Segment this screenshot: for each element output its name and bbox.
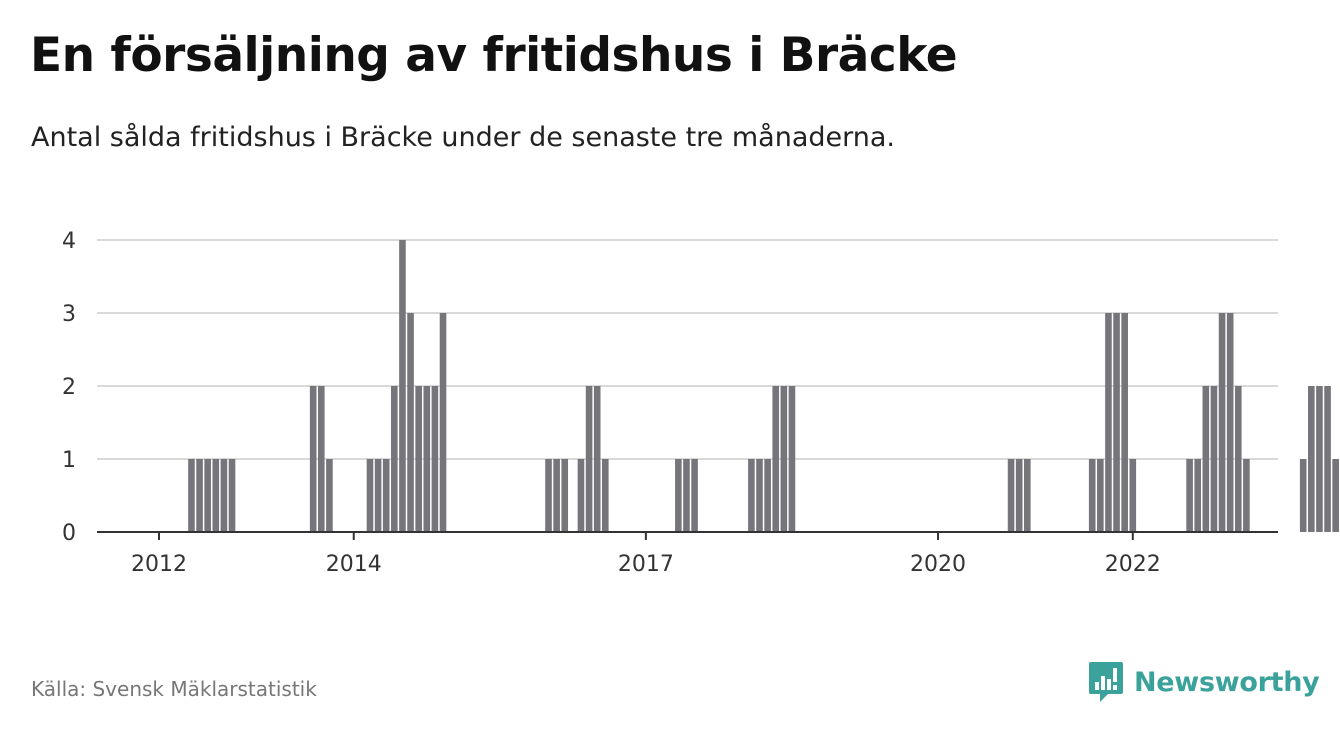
bar (309, 386, 317, 532)
bar (228, 459, 236, 532)
bar (683, 459, 690, 532)
bar (561, 459, 569, 532)
bar (577, 459, 585, 532)
x-tick-label: 2012 (131, 552, 187, 577)
chart-title: En försäljning av fritidshus i Bräcke (30, 28, 958, 83)
bar (585, 386, 593, 532)
source-note: Källa: Svensk Mäklarstatistik (31, 677, 317, 701)
gridlines (97, 239, 1278, 460)
bar (788, 386, 796, 532)
bar (1113, 313, 1120, 532)
bar (1129, 459, 1137, 532)
bar (1105, 313, 1112, 532)
x-tick-label: 2020 (910, 552, 966, 577)
x-tick-label: 2017 (618, 552, 674, 577)
bar (1194, 459, 1202, 532)
bar (407, 313, 414, 532)
bar (772, 386, 780, 532)
bar (1088, 459, 1096, 532)
bar (382, 459, 390, 532)
bar (188, 459, 195, 532)
bar (602, 459, 609, 532)
bar (593, 386, 601, 532)
bar (1186, 459, 1193, 532)
bar (553, 459, 560, 532)
y-tick-label: 4 (62, 229, 76, 254)
bar-chart-speech-bubble-icon (1089, 662, 1123, 702)
bar (1316, 386, 1323, 532)
bar (675, 459, 682, 532)
y-tick-label: 3 (62, 302, 76, 327)
bar (748, 459, 755, 532)
bar (1234, 386, 1242, 532)
bar (431, 386, 439, 532)
bar (1024, 459, 1031, 532)
bar (1299, 459, 1307, 532)
bar (1097, 459, 1104, 532)
x-axis-ticks: 2012 2014 2017 2020 2022 (131, 532, 1161, 577)
bar (317, 386, 325, 532)
bar (415, 386, 422, 532)
bar (1243, 459, 1250, 532)
bar (1121, 313, 1128, 532)
bar (423, 386, 431, 532)
bar (756, 459, 763, 532)
brand-name: Newsworthy (1134, 666, 1320, 698)
bar (1202, 386, 1210, 532)
bar (1324, 386, 1331, 532)
bar (391, 386, 398, 532)
y-tick-label: 2 (62, 375, 76, 400)
bar (1210, 386, 1218, 532)
bar (1007, 459, 1015, 532)
bar (204, 459, 211, 532)
bar (439, 313, 447, 532)
bar (1015, 459, 1023, 532)
y-tick-label: 1 (62, 448, 76, 473)
bar (326, 459, 333, 532)
bar (220, 459, 228, 532)
bar (780, 386, 788, 532)
y-axis-labels: 0 1 2 3 4 (62, 229, 76, 546)
bar (1226, 313, 1234, 532)
bar (366, 459, 374, 532)
bar (691, 459, 698, 532)
bar (764, 459, 771, 532)
chart-subtitle: Antal sålda fritidshus i Bräcke under de… (31, 122, 895, 153)
y-tick-label: 0 (62, 521, 76, 546)
bar (1332, 459, 1339, 532)
bar (399, 240, 406, 532)
bars (188, 240, 1339, 532)
bar (196, 459, 203, 532)
bar (1308, 386, 1315, 532)
x-tick-label: 2014 (326, 552, 382, 577)
brand-logo[interactable]: Newsworthy (1088, 660, 1320, 704)
bar (212, 459, 220, 532)
bar (374, 459, 382, 532)
bar (545, 459, 552, 532)
bar (1218, 313, 1226, 532)
x-tick-label: 2022 (1105, 552, 1161, 577)
